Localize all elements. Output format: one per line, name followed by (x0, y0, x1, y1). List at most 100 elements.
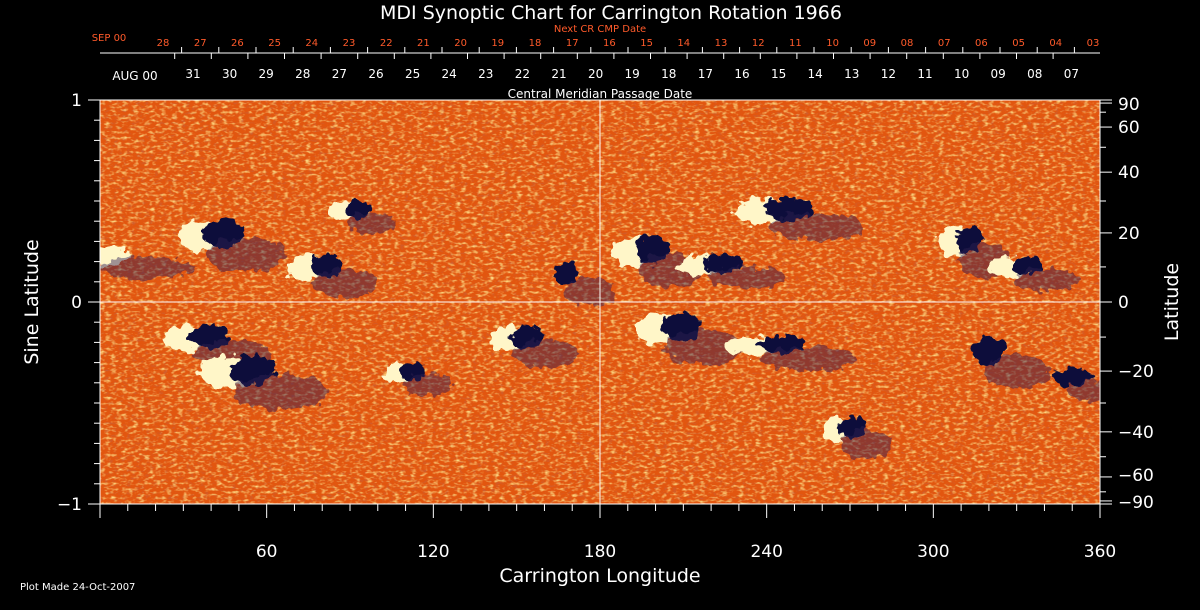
cmp-date-label: 07 (1064, 67, 1079, 81)
cmp-date-label: 27 (332, 67, 347, 81)
flux-trail (402, 373, 454, 396)
flux-trail (706, 266, 786, 289)
top-date-label: 12 (752, 38, 765, 49)
x-tick-label: 240 (750, 542, 782, 562)
y-left-tick-label: 0 (71, 293, 82, 313)
y-right-tick-label: 40 (1118, 163, 1140, 183)
top-date-label: 14 (677, 38, 690, 49)
x-tick-label: 60 (256, 542, 278, 562)
top-date-label: 09 (863, 38, 876, 49)
y-right-tick-label: 20 (1118, 224, 1140, 244)
y-axis-right-label: Latitude (1161, 263, 1183, 341)
x-tick-label: 120 (417, 542, 449, 562)
top-date-axis: Next CR CMP Date SEP 00 28 27 26 25 24 23 22 21… (92, 24, 1100, 54)
x-axis-label: Carrington Longitude (499, 565, 700, 587)
cmp-date-label: 16 (734, 67, 749, 81)
y-right-tick-label: −20 (1118, 362, 1154, 382)
chart-title: MDI Synoptic Chart for Carrington Rotati… (380, 2, 842, 24)
top-axis-month: SEP 00 (92, 33, 127, 44)
flux-trail (563, 277, 615, 306)
plot-made-note: Plot Made 24-Oct-2007 (20, 582, 135, 593)
top-date-label: 23 (343, 38, 356, 49)
cmp-date-label: 12 (881, 67, 896, 81)
flux-trail (985, 354, 1051, 390)
flux-trail (513, 339, 578, 369)
active-region (488, 324, 578, 369)
active-region (288, 253, 378, 298)
top-date-label: 13 (715, 38, 728, 49)
active-region (328, 200, 398, 235)
top-date-label: 16 (603, 38, 616, 49)
active-region (972, 336, 1051, 390)
cmp-date-label: 31 (185, 67, 200, 81)
cmp-date-label: 14 (808, 67, 823, 81)
active-region (1052, 367, 1100, 402)
flux-trail (313, 268, 378, 298)
y-axis-right: 90 60 40 20 0 −20 −40 −60 −90 (1100, 95, 1154, 513)
top-date-label: 19 (491, 38, 504, 49)
flux-trail (761, 347, 856, 370)
top-axis-label: Next CR CMP Date (554, 24, 646, 35)
cmp-date-label: 29 (259, 67, 274, 81)
x-tick-label: 300 (917, 542, 949, 562)
cmp-date-label: 21 (551, 67, 566, 81)
top-date-label: 10 (826, 38, 839, 49)
top-date-label: 11 (789, 38, 802, 49)
top-date-label: 26 (231, 38, 244, 49)
negative-flux (554, 262, 580, 286)
cmp-date-label: 26 (368, 67, 383, 81)
active-region (100, 245, 194, 279)
active-region (822, 415, 893, 460)
cmp-date-label: 19 (625, 67, 640, 81)
flux-trail (769, 212, 864, 241)
y-right-tick-label: 60 (1118, 118, 1140, 138)
bottom-axis-label: Central Meridian Passage Date (508, 87, 693, 101)
active-region (726, 335, 856, 370)
active-region (988, 256, 1078, 291)
flux-trail (1013, 268, 1078, 291)
active-region (383, 361, 454, 396)
negative-flux (972, 336, 1006, 365)
top-date-label: 04 (1049, 38, 1062, 49)
flux-trail (665, 329, 745, 366)
top-date-label: 15 (640, 38, 653, 49)
active-region (734, 197, 864, 241)
y-right-tick-label: −60 (1118, 466, 1154, 486)
top-date-label: 21 (417, 38, 430, 49)
top-date-label: 07 (938, 38, 951, 49)
y-axis-left: 1 0 −1 (57, 91, 100, 515)
top-date-label: 28 (157, 38, 170, 49)
top-date-label: 18 (529, 38, 542, 49)
active-region (198, 356, 328, 410)
top-date-label: 06 (975, 38, 988, 49)
y-right-tick-label: −40 (1118, 423, 1154, 443)
top-date-label: 03 (1087, 38, 1100, 49)
active-region (177, 218, 286, 273)
active-region (677, 254, 786, 289)
x-tick-label: 360 (1084, 542, 1116, 562)
bottom-axis-month: AUG 00 (112, 69, 157, 83)
cmp-date-label: 18 (661, 67, 676, 81)
top-date-label: 27 (194, 38, 207, 49)
top-date-label: 05 (1012, 38, 1025, 49)
negative-flux (1052, 367, 1093, 386)
flux-trail (206, 236, 286, 273)
cmp-date-label: 24 (442, 67, 457, 81)
cmp-date-label: 17 (698, 67, 713, 81)
cmp-date-label: 20 (588, 67, 603, 81)
flux-trail (100, 256, 194, 279)
flux-trail (233, 374, 328, 410)
y-left-tick-label: −1 (57, 495, 82, 515)
cmp-date-label: 25 (405, 67, 420, 81)
top-date-label: 08 (901, 38, 914, 49)
cmp-date-label: 30 (222, 67, 237, 81)
flux-trail (841, 430, 893, 460)
y-right-tick-label: 0 (1118, 293, 1129, 313)
top-date-label: 22 (380, 38, 393, 49)
bottom-date-axis: AUG 00 31 30 29 28 27 26 25 24 23 22 21 20 19 18 17 16 1… (112, 53, 1079, 101)
x-axis: 60 120 180 240 300 360 (99, 504, 1116, 562)
y-axis-left-label: Sine Latitude (21, 239, 43, 364)
x-tick-label: 180 (584, 542, 616, 562)
y-left-tick-label: 1 (71, 91, 82, 111)
